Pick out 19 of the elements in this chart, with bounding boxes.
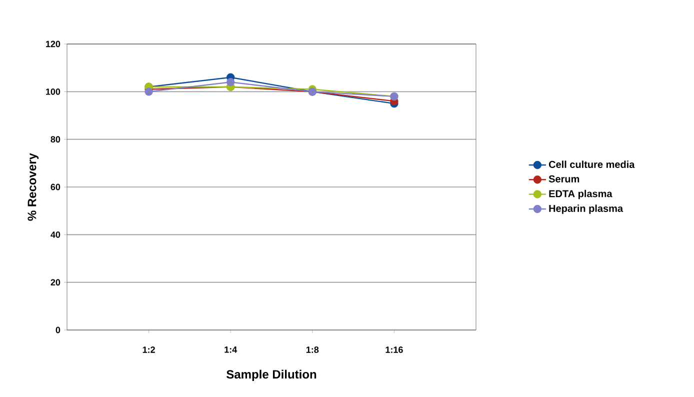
legend-label: Heparin plasma (549, 204, 624, 214)
legend-label: Serum (548, 175, 580, 182)
point (226, 78, 235, 86)
x-tick-label: 1:16 (386, 346, 403, 353)
y-tick-label: 0 (56, 326, 60, 334)
y-tick-label: 40 (50, 231, 60, 238)
legend-label: EDTA plasma (549, 190, 612, 200)
x-tick-label: 1:2 (142, 346, 155, 353)
legend-label: Cell culture media (548, 160, 635, 168)
y-tick-label: 60 (50, 184, 60, 190)
y-tick-label: 20 (50, 279, 60, 286)
x-tick-label: 1:4 (224, 346, 238, 353)
y-tick-label: 100 (46, 88, 60, 95)
y-tick-label: 120 (46, 40, 60, 48)
x-axis-title: Sample Dilution (226, 370, 316, 381)
y-axis-title: % Recovery (28, 153, 39, 221)
y-tick-label: 80 (50, 136, 60, 143)
x-tick-label: 1:8 (306, 346, 319, 353)
point (144, 88, 153, 96)
